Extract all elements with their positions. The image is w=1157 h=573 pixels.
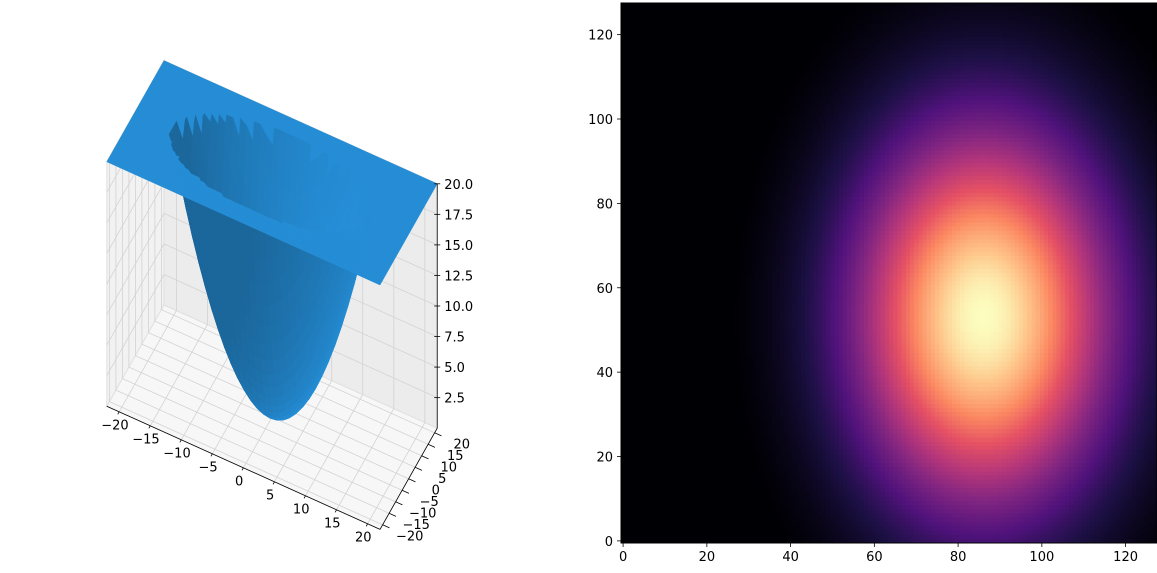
- y-axis-tick: [434, 432, 442, 437]
- x-axis-tick: [365, 523, 368, 527]
- x-axis-tick: [241, 467, 244, 471]
- heatmap-y-tick-label: 20: [596, 451, 613, 466]
- heatmap-x-tick-label: 20: [699, 550, 716, 565]
- heatmap-image: [621, 3, 1157, 543]
- x-axis-tick: [272, 481, 275, 485]
- heatmap-x-tick-label: 80: [950, 550, 967, 565]
- heatmap-plot: 0 20 40 60 80 100 120 0 20 40 60 80 100 120: [588, 2, 1157, 565]
- heatmap-y-tick-label: 100: [588, 113, 613, 128]
- y-tick-label: 5: [438, 472, 446, 487]
- heatmap-x-tick-label: 100: [1029, 550, 1054, 565]
- y-axis-tick: [414, 466, 423, 471]
- y-tick-label: 15: [447, 449, 464, 464]
- y-axis-tick: [408, 478, 416, 483]
- x-tick-label: −10: [163, 446, 190, 461]
- y-axis-tick: [388, 512, 397, 517]
- y-axis-tick: [427, 443, 436, 448]
- x-tick-label: −20: [101, 418, 128, 433]
- grid-line-z: [106, 243, 438, 368]
- heatmap-x-tick-label: 120: [1113, 550, 1138, 565]
- y-tick-label: 0: [432, 483, 440, 498]
- y-tick-label: 20: [453, 437, 470, 452]
- y-axis-tick: [395, 501, 403, 506]
- z-tick-label: 10.0: [444, 300, 473, 315]
- grid-line-y: [122, 134, 396, 503]
- x-tick-label: −5: [198, 460, 217, 475]
- y-tick-label: −20: [396, 529, 423, 544]
- x-axis-tick: [303, 495, 306, 499]
- grid-line-x: [367, 178, 426, 524]
- x-tick-label: −15: [132, 432, 159, 447]
- z-tick-label: 5.0: [444, 361, 465, 376]
- heatmap-x-tick-label: 60: [866, 550, 883, 565]
- grid-line-z: [106, 273, 438, 398]
- y-axis-tick: [382, 524, 390, 529]
- heatmap-y-tick-label: 60: [596, 282, 613, 297]
- heatmap-y-tick-label: 120: [588, 29, 613, 44]
- x-axis-tick: [148, 425, 151, 429]
- surface-patch: [373, 279, 382, 286]
- x-axis-tick: [334, 509, 337, 513]
- x-tick-label: 5: [266, 488, 274, 503]
- x-tick-label: 10: [293, 502, 310, 517]
- z-tick-label: 20.0: [444, 178, 473, 193]
- z-tick-label: 2.5: [444, 392, 465, 407]
- y-tick-label: −5: [420, 495, 439, 510]
- x-axis-tick: [179, 439, 182, 443]
- y-axis-tick: [421, 455, 429, 460]
- heatmap-y-tick-label: 80: [596, 197, 613, 212]
- z-tick-label: 17.5: [444, 208, 473, 223]
- x-axis-tick: [117, 411, 120, 415]
- heatmap-x-tick-label: 40: [782, 550, 799, 565]
- grid-line-y: [109, 157, 383, 526]
- x-tick-label: 15: [324, 516, 341, 531]
- heatmap-frame: [620, 2, 1157, 544]
- z-tick-label: 12.5: [444, 269, 473, 284]
- heatmap-y-tick-label: 0: [605, 535, 613, 550]
- grid-line-y: [115, 145, 390, 514]
- z-tick-label: 15.0: [444, 239, 473, 254]
- heatmap-y-tick-label: 40: [596, 366, 613, 381]
- y-axis-tick: [401, 489, 410, 494]
- y-tick-label: 10: [440, 460, 457, 475]
- heatmap-x-tick-label: 0: [619, 550, 627, 565]
- grid-line-y: [141, 99, 416, 468]
- x-tick-label: 20: [355, 530, 372, 545]
- grid-line-y: [134, 111, 409, 480]
- z-tick-label: 7.5: [444, 331, 465, 346]
- x-axis-tick: [210, 453, 213, 457]
- x-tick-label: 0: [235, 474, 243, 489]
- y-tick-label: −10: [409, 506, 436, 521]
- grid-line-y: [128, 122, 403, 491]
- y-tick-label: −15: [403, 518, 430, 533]
